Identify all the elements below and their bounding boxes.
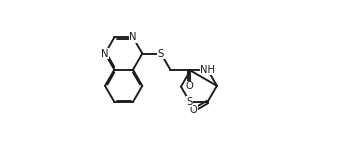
Text: O: O [185,81,193,91]
Text: N: N [101,49,109,58]
Text: S: S [158,49,164,58]
Text: S: S [187,97,193,107]
Text: NH: NH [200,65,215,75]
Text: N: N [129,32,137,42]
Text: O: O [189,105,197,115]
